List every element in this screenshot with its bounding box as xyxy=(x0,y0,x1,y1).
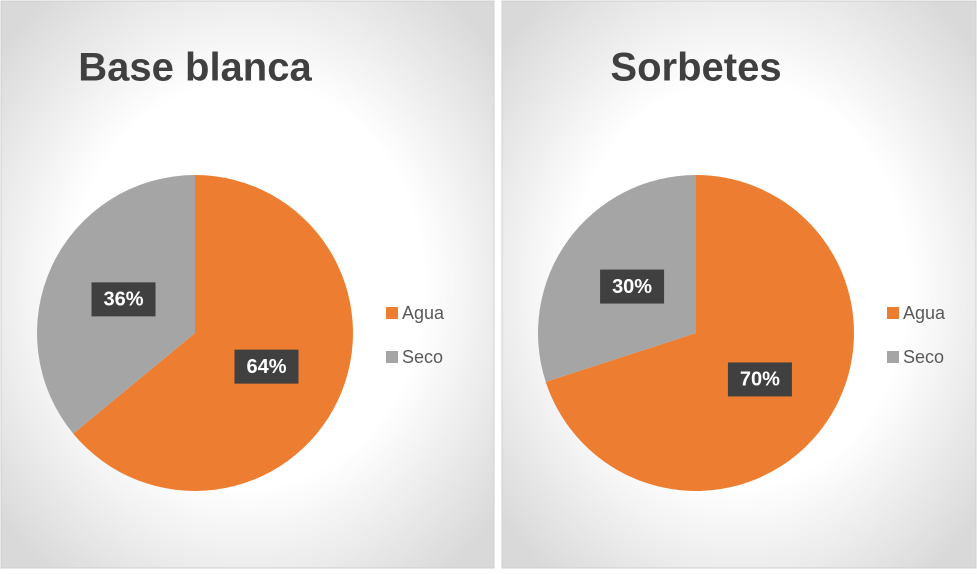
data-label-box xyxy=(727,362,792,397)
data-label-box xyxy=(91,282,156,317)
chart-title: Base blanca xyxy=(78,46,312,90)
pie-slice xyxy=(73,175,353,491)
chart-title: Sorbetes xyxy=(610,46,781,90)
legend-label: Agua xyxy=(402,303,445,323)
legend-swatch xyxy=(386,351,398,363)
legend-swatch xyxy=(887,307,899,319)
legend-swatch xyxy=(887,351,899,363)
chart: Base blanca 64% 36% Agua Seco xyxy=(0,0,495,569)
pie-slice xyxy=(545,175,855,492)
data-label: 30% xyxy=(612,276,652,298)
data-label: 36% xyxy=(104,289,144,311)
legend-swatch xyxy=(386,307,398,319)
legend-label: Seco xyxy=(903,347,944,367)
legend-label: Seco xyxy=(402,347,443,367)
chart: Sorbetes 70% 30% Agua Seco xyxy=(501,0,977,569)
data-label: 70% xyxy=(740,369,780,391)
data-label: 64% xyxy=(246,356,286,378)
data-label-box xyxy=(600,269,665,304)
data-label-box xyxy=(234,349,299,384)
legend-label: Agua xyxy=(903,303,946,323)
